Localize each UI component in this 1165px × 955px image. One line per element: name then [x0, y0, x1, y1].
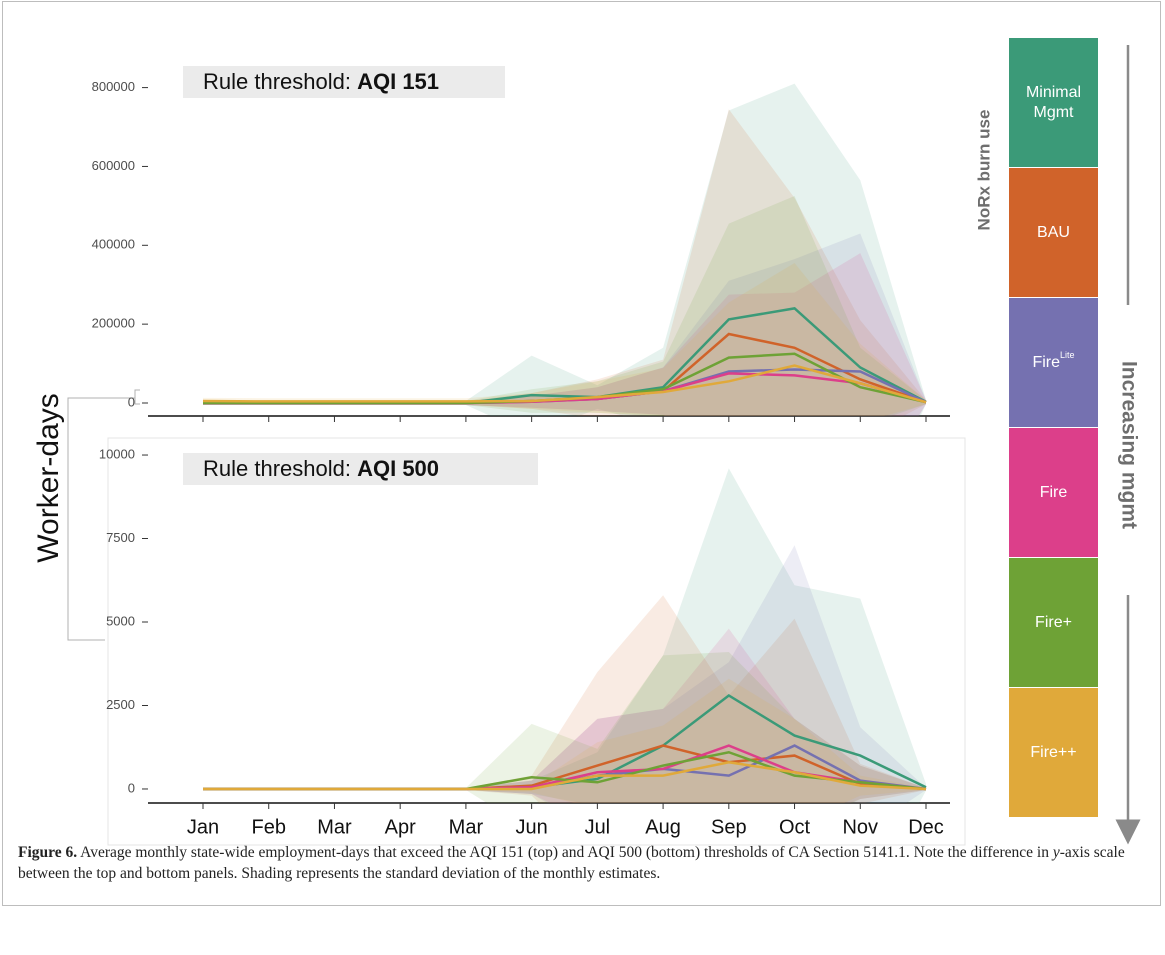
- y-tick-label: 2500: [106, 697, 135, 712]
- panel-label: Rule threshold: AQI 500: [203, 456, 439, 481]
- y-tick-label: 600000: [92, 158, 135, 173]
- legend-swatch: [1009, 168, 1098, 297]
- legend-label: FireLite: [1032, 350, 1074, 371]
- x-tick-label: Jul: [585, 816, 611, 838]
- legend-swatch: [1009, 688, 1098, 817]
- legend-label: Minimal Mgmt: [1026, 84, 1081, 121]
- sd-band: [203, 83, 926, 416]
- x-tick-label: Mar: [317, 816, 352, 838]
- x-tick-label: Oct: [779, 816, 811, 838]
- y-tick-label: 0: [128, 780, 135, 795]
- series-group: [203, 468, 927, 803]
- legend-swatch: [1009, 558, 1098, 687]
- panel-label: Rule threshold: AQI 151: [203, 69, 439, 94]
- x-tick-label: Mar: [449, 816, 484, 838]
- legend-label: BAU: [1037, 224, 1070, 241]
- x-tick-label: Dec: [908, 816, 944, 838]
- y-tick-label: 0: [128, 394, 135, 409]
- legend-swatch: [1009, 38, 1098, 167]
- caption-text: -axis scale between the top and bottom p…: [18, 844, 1125, 882]
- panel-border: [107, 437, 966, 846]
- figure-frame: [2, 1, 1161, 906]
- sd-band: [203, 678, 926, 803]
- legend-label: Fire: [1040, 484, 1068, 501]
- y-tick-label: 10000: [99, 446, 135, 461]
- legend-swatch: [1009, 428, 1098, 557]
- y-tick-label: 5000: [106, 613, 135, 628]
- legend-label: BAU: [1037, 224, 1070, 241]
- legend-swatch: [1009, 298, 1098, 427]
- series-line: [203, 760, 927, 791]
- caption: Figure 6. Average monthly state-wide emp…: [18, 842, 1143, 884]
- sd-band: [203, 196, 926, 416]
- panel-label-bg: [183, 66, 505, 98]
- caption-text: Average monthly state-wide employment-da…: [77, 844, 1053, 861]
- x-tick-label: Aug: [645, 816, 681, 838]
- x-tick-label: Sep: [711, 816, 747, 838]
- sd-band: [203, 253, 926, 416]
- legend-label: Fire++: [1030, 744, 1076, 761]
- y-tick-label: 7500: [106, 530, 135, 545]
- x-tick-label: Feb: [251, 816, 285, 838]
- y-axis-label: Worker-days: [32, 393, 65, 562]
- legend-label: Fire: [1040, 484, 1068, 501]
- panel-label: Rule threshold:: [203, 456, 357, 481]
- arrow-label-bg: [1110, 305, 1146, 595]
- x-tick-label: Apr: [385, 816, 416, 838]
- y-tick-label: 800000: [92, 79, 135, 94]
- caption-text: y: [1052, 844, 1060, 861]
- sd-band: [203, 545, 926, 803]
- legend-label-sup: Lite: [1060, 350, 1075, 360]
- group-label: NoRx burn use: [974, 110, 993, 231]
- legend-label: Fire+: [1035, 614, 1072, 631]
- legend-label: Fire: [1032, 354, 1060, 371]
- x-tick-label: Jun: [516, 816, 548, 838]
- series-group: [202, 83, 927, 416]
- arrow-label: Increasing mgmt: [1117, 361, 1140, 529]
- scale-connector: [67, 389, 140, 641]
- panel-label-bold: AQI 151: [357, 69, 439, 94]
- sd-band: [203, 468, 926, 803]
- legend-label: Fire++: [1030, 744, 1076, 761]
- panel-label-bg: [183, 453, 538, 485]
- y-tick-label: 400000: [92, 237, 135, 252]
- sd-band: [203, 109, 926, 416]
- panel-label-bold: AQI 500: [357, 456, 439, 481]
- legend-label: Fire+: [1035, 614, 1072, 631]
- y-tick-label: 200000: [92, 316, 135, 331]
- x-tick-label: Nov: [842, 816, 878, 838]
- caption-label: Figure 6.: [18, 844, 78, 861]
- series-line: [202, 364, 927, 404]
- x-tick-label: Jan: [187, 816, 219, 838]
- plot-area: Rule threshold: AQI 151 0 200000 400000 6000…: [92, 66, 950, 422]
- plot-area: Rule threshold: AQI 500 0 2500 5000 7500 1000…: [99, 446, 950, 838]
- panel-label: Rule threshold:: [203, 69, 357, 94]
